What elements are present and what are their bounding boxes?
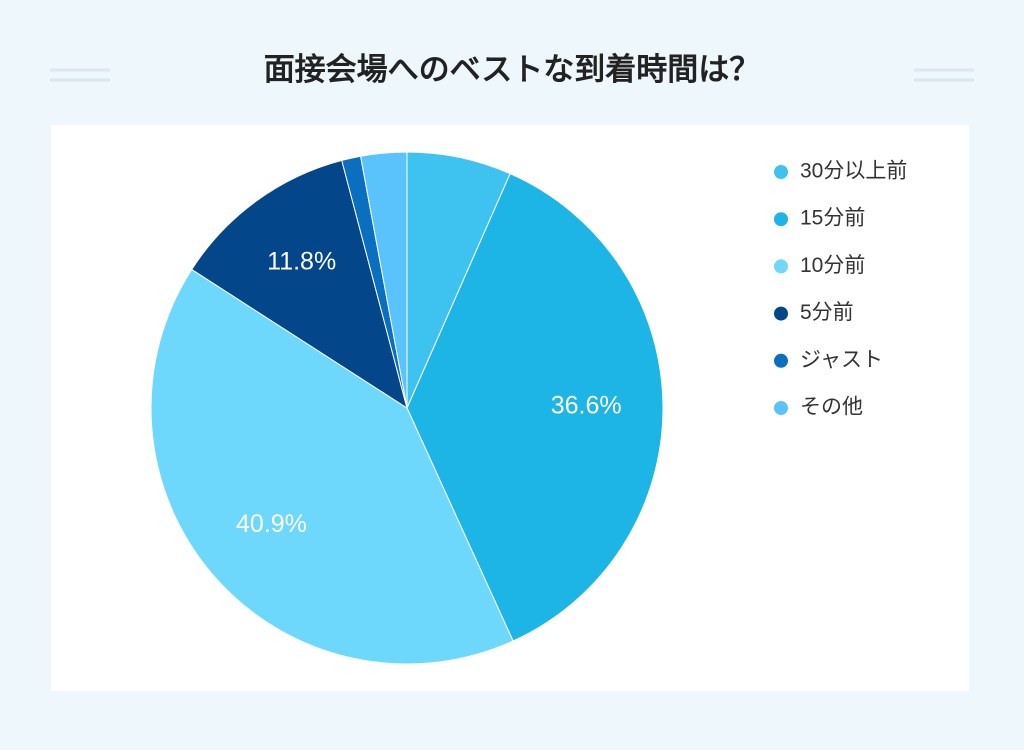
legend-label: 10分前 [800, 254, 865, 277]
pie-slice [150, 268, 514, 665]
legend-marker [774, 259, 788, 274]
legend-label: 30分以上前 [800, 160, 907, 183]
pie-slice [191, 159, 408, 410]
data-label: 40.9% [236, 510, 307, 538]
legend-label: 15分前 [800, 207, 865, 230]
data-label: 11.8% [267, 248, 336, 276]
legend-label: その他 [800, 396, 863, 419]
pie: 36.6% 40.9% 11.8% [150, 151, 664, 665]
legend-marker [774, 401, 788, 415]
pie-slice [360, 151, 408, 409]
legend-marker [774, 212, 788, 227]
chart-title: 面接会場へのベストな到着時間は？ [264, 52, 761, 87]
legend-label: ジャスト [800, 348, 883, 371]
legend-marker [774, 165, 788, 179]
legend-marker [774, 353, 788, 368]
legend-marker [774, 306, 788, 321]
pie-slice [406, 173, 664, 642]
data-label: 36.6% [551, 391, 622, 419]
legend-label: 5分前 [800, 301, 854, 324]
